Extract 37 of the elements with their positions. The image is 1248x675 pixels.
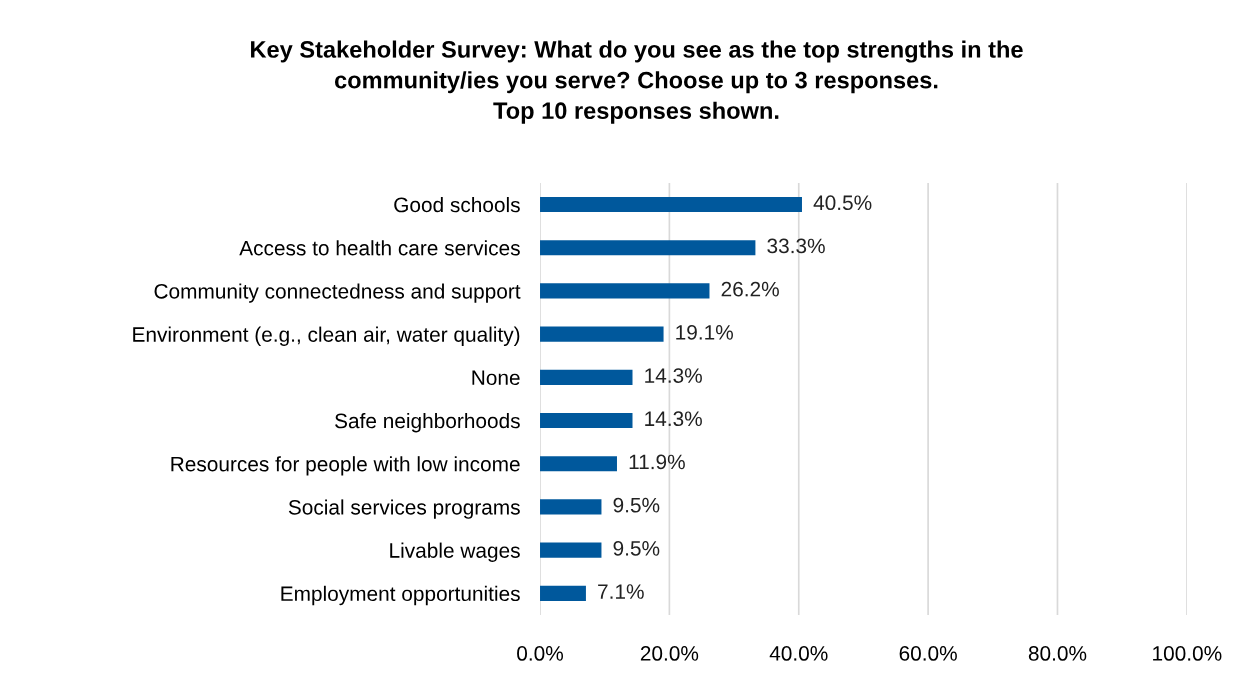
bar xyxy=(540,326,664,342)
data-label: 11.9% xyxy=(629,454,685,470)
y-tick-label: Livable wages xyxy=(390,542,520,562)
data-label: 14.3% xyxy=(645,411,702,427)
x-tick-label: 100.0% xyxy=(1153,646,1222,661)
y-tick-label: Resources for people with low income xyxy=(171,456,520,476)
x-tick-label: 0.0% xyxy=(517,646,564,661)
y-tick-label: None xyxy=(472,370,520,386)
bar xyxy=(540,283,710,299)
data-label: 19.1% xyxy=(676,324,733,340)
data-label: 40.5% xyxy=(813,195,872,211)
x-tick-label: 60.0% xyxy=(899,646,957,661)
y-tick-label: Good schools xyxy=(394,196,520,213)
data-label: 9.5% xyxy=(613,497,660,513)
bar xyxy=(540,196,802,213)
x-tick-label: 20.0% xyxy=(640,646,699,661)
y-tick-label: Access to health care services xyxy=(239,240,520,256)
bar xyxy=(540,369,633,385)
y-tick-label: Social services programs xyxy=(288,499,520,519)
bar xyxy=(540,542,602,558)
bar xyxy=(540,585,586,601)
data-label: 9.5% xyxy=(613,540,660,556)
data-label: 14.3% xyxy=(645,368,702,383)
data-label: 7.1% xyxy=(598,584,644,599)
y-tick-label: Community connectedness and support xyxy=(154,283,521,303)
bar xyxy=(540,412,633,429)
chart-title: Key Stakeholder Survey: What do you see as the top strengths in the community/ies you serve? Choose up to 3 responses. Top 10 responses shown. xyxy=(251,40,1023,124)
y-tick-label: Safe neighborhoods xyxy=(335,412,520,433)
data-label: 26.2% xyxy=(721,281,779,297)
x-tick-label: 80.0% xyxy=(1028,646,1087,661)
bar xyxy=(540,240,756,256)
bar xyxy=(540,499,602,515)
y-tick-label: Employment opportunities xyxy=(281,585,520,606)
x-tick-label: 40.0% xyxy=(769,646,828,661)
bar xyxy=(540,456,617,472)
data-label: 33.3% xyxy=(767,238,825,254)
y-tick-label: Environment (e.g., clean air, water quality) xyxy=(133,326,520,346)
